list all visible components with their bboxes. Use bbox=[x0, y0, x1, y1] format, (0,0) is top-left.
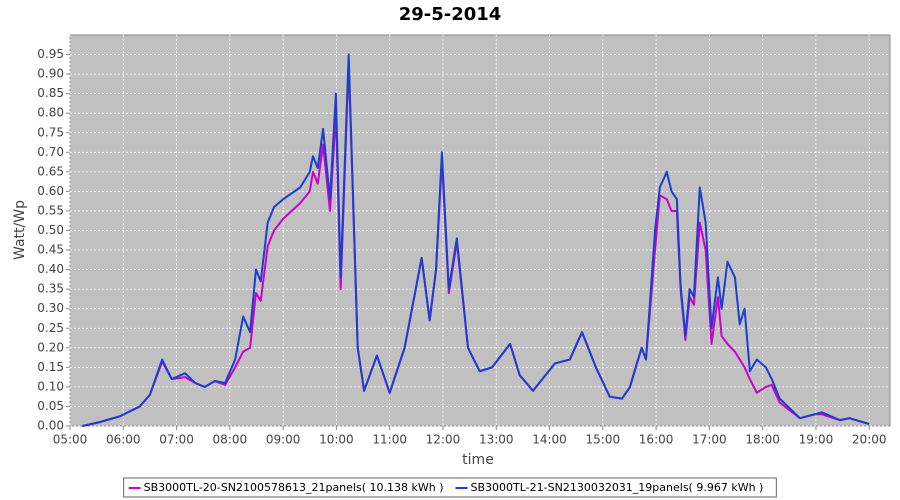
y-axis-label: Watt/Wp bbox=[12, 200, 28, 260]
y-tick-label: 0.40 bbox=[37, 262, 64, 276]
y-tick-label: 0.30 bbox=[37, 301, 64, 315]
legend-label: SB3000TL-20-SN2100578613_21panels( 10.13… bbox=[144, 481, 444, 494]
x-tick-label: 09:00 bbox=[266, 433, 301, 447]
y-tick-label: 0.70 bbox=[37, 145, 64, 159]
x-tick-label: 12:00 bbox=[426, 433, 461, 447]
series-line bbox=[82, 53, 870, 427]
y-tick-label: 0.05 bbox=[37, 399, 64, 413]
chart-title: 29-5-2014 bbox=[399, 4, 502, 25]
y-tick-label: 0.55 bbox=[37, 203, 64, 217]
x-tick-label: 08:00 bbox=[213, 433, 248, 447]
x-tick-label: 18:00 bbox=[745, 433, 780, 447]
x-tick-label: 05:00 bbox=[53, 433, 88, 447]
legend bbox=[123, 477, 777, 498]
x-axis-label: time bbox=[462, 452, 494, 468]
x-tick-label: 15:00 bbox=[586, 433, 621, 447]
y-tick-label: 0.75 bbox=[37, 125, 64, 139]
x-tick-label: 06:00 bbox=[106, 433, 141, 447]
y-tick-label: 0.35 bbox=[37, 282, 64, 296]
y-tick-label: 0.95 bbox=[37, 47, 64, 61]
y-tick-label: 0.10 bbox=[37, 379, 64, 393]
y-tick-label: 0.20 bbox=[37, 340, 64, 354]
x-tick-label: 19:00 bbox=[799, 433, 834, 447]
y-tick-label: 0.80 bbox=[37, 106, 64, 120]
x-tick-label: 10:00 bbox=[319, 433, 354, 447]
x-tick-label: 11:00 bbox=[372, 433, 407, 447]
y-tick-label: 0.85 bbox=[37, 86, 64, 100]
x-tick-label: 14:00 bbox=[532, 433, 567, 447]
y-tick-label: 0.90 bbox=[37, 67, 64, 81]
legend-label: SB3000TL-21-SN2130032031_19panels( 9.967… bbox=[471, 481, 764, 494]
y-tick-label: 0.15 bbox=[37, 360, 64, 374]
y-tick-label: 0.25 bbox=[37, 321, 64, 335]
x-tick-label: 16:00 bbox=[639, 433, 674, 447]
y-tick-label: 0.50 bbox=[37, 223, 64, 237]
y-tick-label: 0.45 bbox=[37, 243, 64, 257]
y-tick-label: 0.65 bbox=[37, 164, 64, 178]
x-tick-label: 07:00 bbox=[159, 433, 194, 447]
x-tick-label: 20:00 bbox=[852, 433, 887, 447]
x-tick-label: 17:00 bbox=[692, 433, 727, 447]
y-tick-label: 0.00 bbox=[37, 419, 64, 433]
x-tick-label: 13:00 bbox=[479, 433, 514, 447]
y-tick-label: 0.60 bbox=[37, 184, 64, 198]
